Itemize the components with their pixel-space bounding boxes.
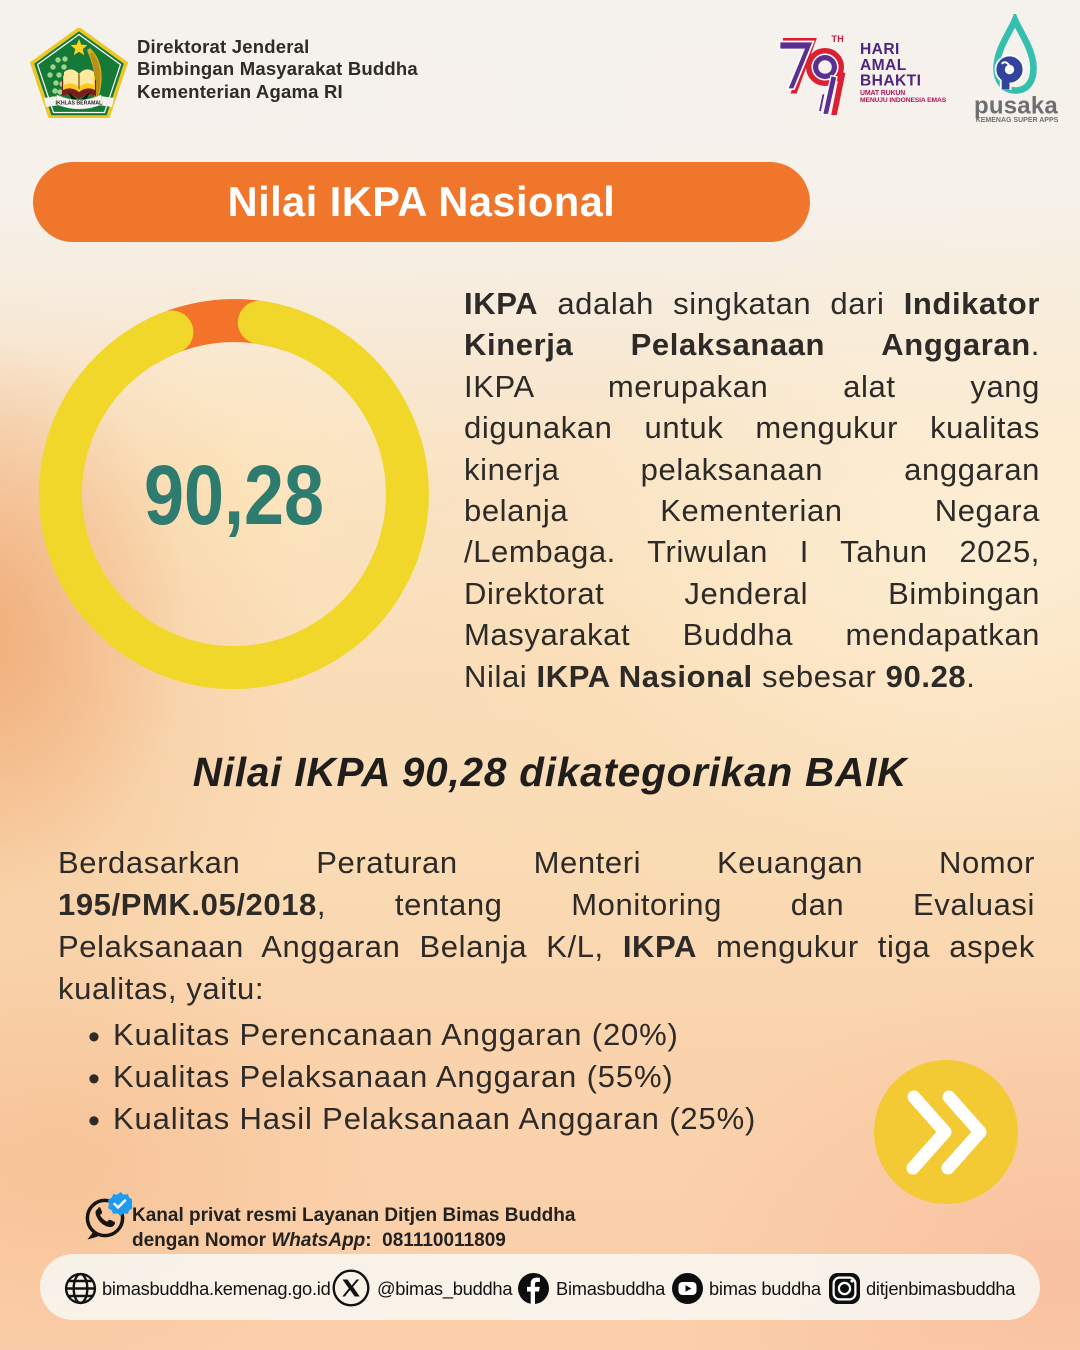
svg-text:IKHLAS BERAMAL: IKHLAS BERAMAL [56,101,104,107]
svg-text:TH: TH [832,34,845,44]
svg-text:MENUJU INDONESIA EMAS: MENUJU INDONESIA EMAS [860,97,947,104]
svg-text:90,28: 90,28 [144,448,324,542]
svg-text:UMAT RUKUN: UMAT RUKUN [860,90,905,97]
svg-text:BHAKTI: BHAKTI [860,72,921,89]
svg-text:HARI: HARI [860,41,900,58]
svg-text:AMAL: AMAL [860,57,907,74]
svg-text:pusaka: pusaka [974,93,1058,120]
